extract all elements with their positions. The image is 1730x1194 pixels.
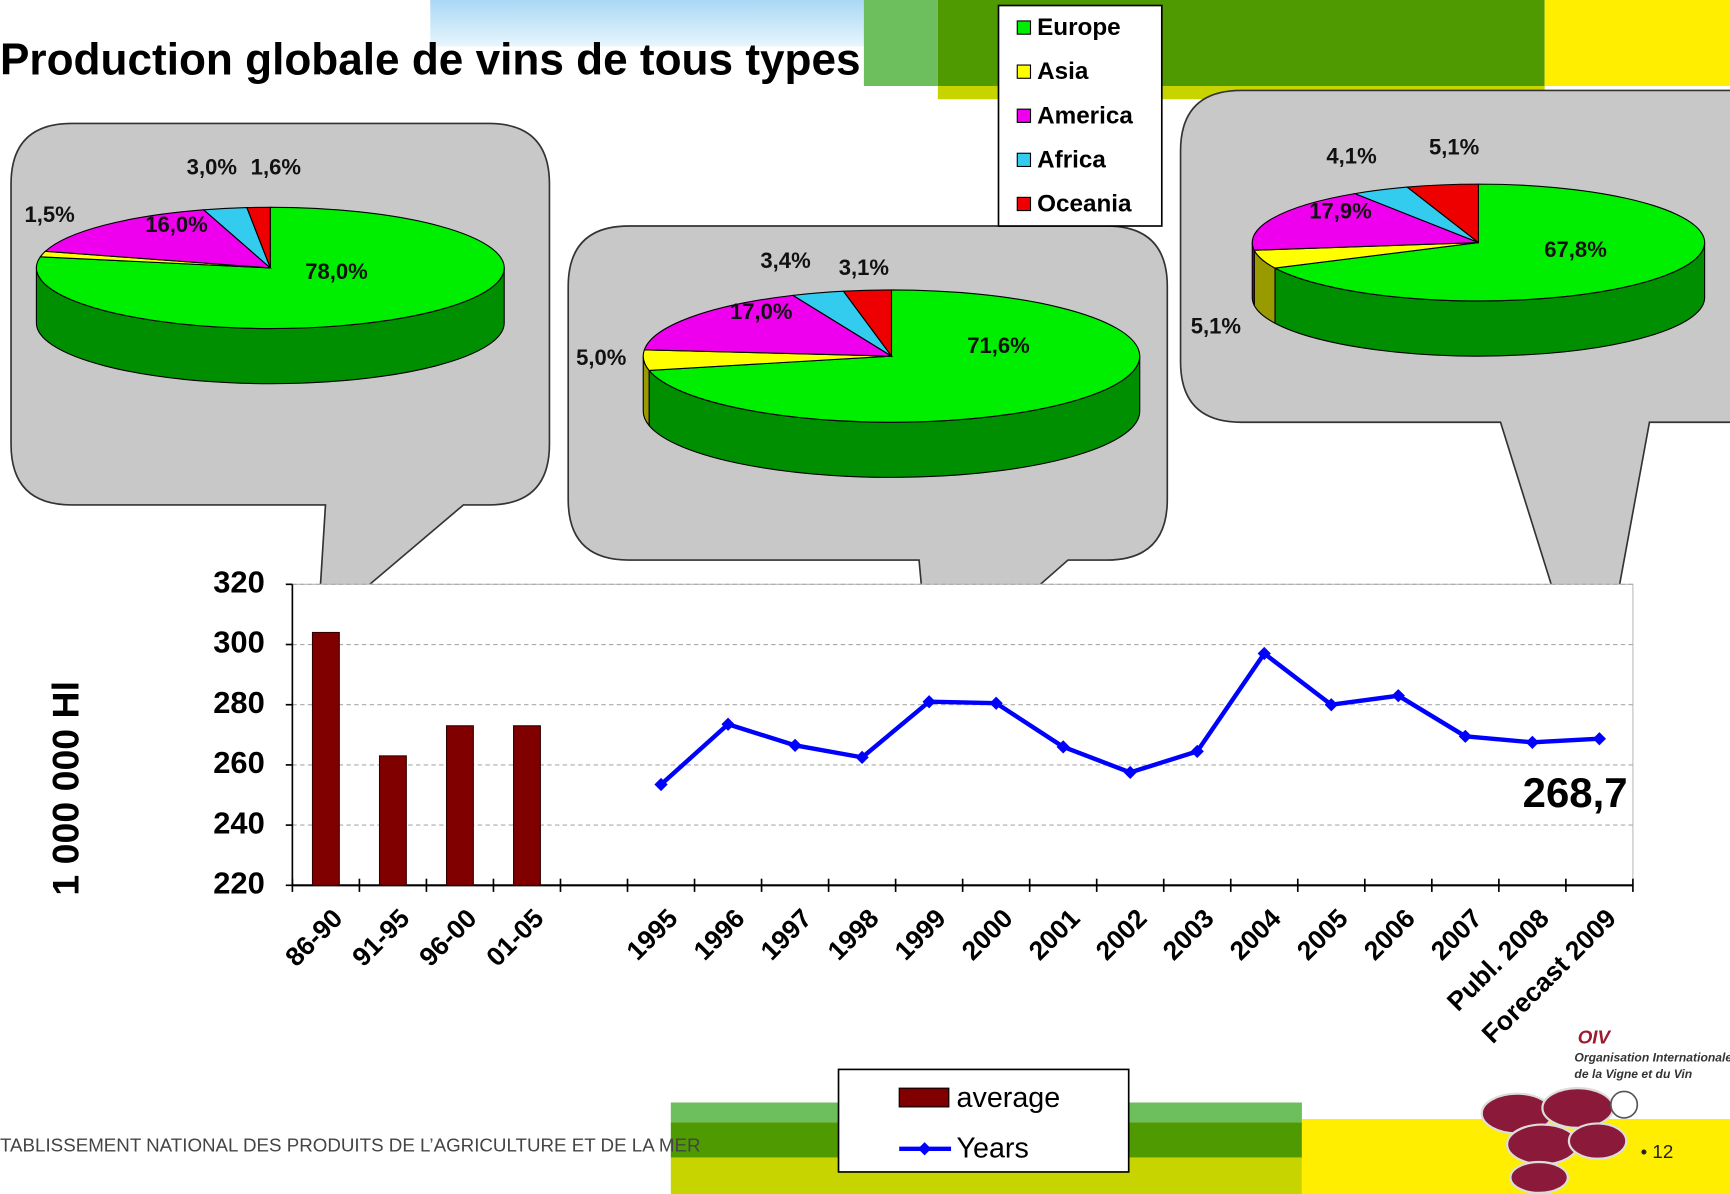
legend: [837, 1068, 1130, 1173]
marker: [855, 750, 869, 765]
x-tick-label: 1996: [688, 903, 751, 966]
pie-label: 71,6%: [967, 333, 1030, 358]
x-tick-label: 01-05: [480, 903, 549, 972]
legend-label: Oceania: [1037, 190, 1132, 217]
pie-slice: [246, 206, 271, 269]
x-tick-label: 91-95: [346, 903, 415, 972]
legend-marker: [917, 1142, 932, 1156]
title: Production globale de vins de tous types: [0, 36, 861, 85]
bar: [311, 631, 340, 886]
pie-slice: [647, 289, 1141, 423]
x-tick-label: 1995: [621, 903, 684, 966]
pie-label: 17,0%: [730, 299, 793, 324]
marker: [1525, 735, 1539, 749]
y-tick-label: 220: [213, 865, 265, 900]
pie-label: 5,1%: [1191, 313, 1242, 338]
bar: [513, 725, 541, 886]
y-tick-label: 320: [213, 564, 265, 599]
page-number: • 12: [1641, 1141, 1674, 1162]
marker: [1458, 729, 1472, 743]
logo: OIV Organisation Internationale de la Vi…: [1480, 1027, 1730, 1194]
band: [1544, 0, 1730, 86]
pie-slice: [1251, 193, 1479, 251]
x-tick-label: 86-90: [279, 903, 348, 972]
pie-slice: [842, 289, 893, 358]
logo-globe: [1610, 1090, 1639, 1119]
legend-swatch: [1016, 152, 1032, 168]
y-tick-label: 280: [213, 685, 265, 720]
pie-label: 16,0%: [145, 212, 208, 237]
pie-slice: [1273, 183, 1706, 302]
logo-text: de la Vigne et du Vin: [1574, 1067, 1692, 1081]
legend-label: Europe: [1037, 14, 1121, 41]
band: [430, 0, 867, 47]
x-tick-label: 2000: [956, 903, 1019, 966]
marker: [788, 738, 802, 752]
marker: [721, 717, 735, 731]
pie-label: 1,6%: [251, 155, 302, 180]
x-tick-label: 2002: [1090, 903, 1153, 966]
y-axis-label: 1 000 000 Hl: [44, 681, 86, 896]
legend-label: America: [1037, 102, 1133, 129]
logo-grape: [1509, 1160, 1569, 1194]
pie-label: 1,5%: [25, 202, 76, 227]
bar: [445, 725, 474, 886]
x-tick-label: 1998: [822, 903, 885, 966]
legend-swatch: [1016, 196, 1032, 212]
x-tick-label: 2007: [1425, 903, 1488, 966]
logo-name: OIV: [1578, 1027, 1612, 1048]
plot-area: [291, 583, 1634, 886]
marker: [1056, 740, 1070, 754]
marker: [1324, 698, 1338, 712]
legend-swatch: [1016, 108, 1032, 123]
legend-label: Years: [957, 1132, 1029, 1164]
x-tick-label: 2001: [1023, 903, 1086, 966]
footer-text: TABLISSEMENT NATIONAL DES PRODUITS DE L’…: [0, 1135, 701, 1156]
pie-label: 4,1%: [1326, 143, 1377, 168]
pie-slice: [44, 209, 272, 269]
x-tick-label: 2003: [1157, 903, 1220, 966]
pie-label: 3,4%: [760, 248, 811, 273]
x-tick-label: 1997: [755, 903, 818, 966]
x-tick-label: 96-00: [413, 903, 482, 972]
pie-label: 17,9%: [1309, 199, 1372, 224]
legend-swatch: [898, 1087, 950, 1108]
y-tick-label: 260: [213, 745, 265, 780]
legend-label: average: [957, 1082, 1061, 1114]
x-tick-label: 1999: [889, 903, 952, 966]
value-label: 268,7: [1523, 769, 1628, 816]
pie-label: 3,0%: [187, 155, 238, 180]
legend-swatch: [1016, 64, 1032, 79]
pie-label: 78,0%: [305, 259, 368, 284]
pie-label: 67,8%: [1544, 237, 1607, 262]
pie-label: 3,1%: [839, 255, 890, 280]
pie-label: 5,0%: [576, 345, 627, 370]
pie-label: 5,1%: [1429, 135, 1480, 160]
marker: [1592, 732, 1607, 746]
bar: [378, 755, 407, 886]
y-tick-label: 240: [213, 805, 265, 840]
x-tick-label: 2005: [1291, 903, 1354, 966]
pie-slice: [643, 294, 894, 357]
pie-side: [1251, 242, 1255, 306]
logo-grape: [1567, 1122, 1628, 1160]
legend-label: Asia: [1037, 58, 1089, 85]
band: [863, 0, 938, 86]
legend-swatch: [1016, 20, 1032, 35]
marker: [654, 777, 668, 792]
legend-label: Africa: [1037, 146, 1106, 173]
x-tick-label: 2004: [1224, 903, 1287, 966]
logo-grape: [1541, 1087, 1615, 1129]
marker: [1257, 646, 1271, 661]
marker: [1190, 744, 1204, 758]
logo-text: Organisation Internationale: [1574, 1051, 1730, 1065]
y-tick-label: 300: [213, 625, 265, 660]
logo-grape: [1506, 1123, 1579, 1166]
pie-slice: [1405, 183, 1479, 244]
marker: [1391, 689, 1405, 703]
x-tick-label: 2006: [1358, 903, 1421, 966]
